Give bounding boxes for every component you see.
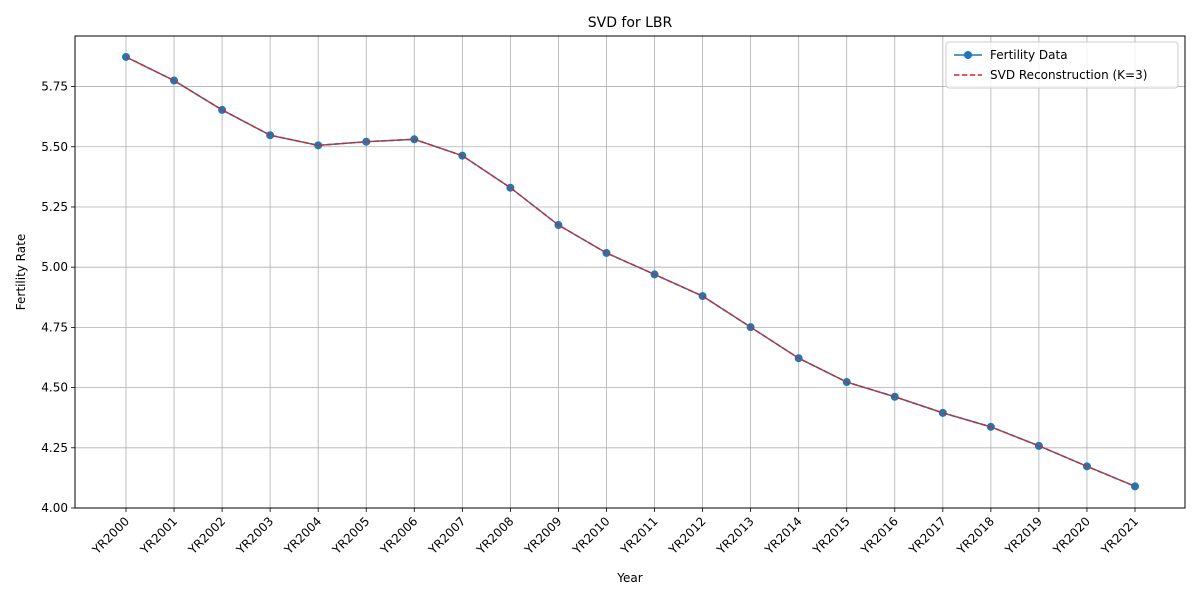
- data-point-fertility-data: [1034, 441, 1043, 450]
- legend-label-svd-reconstruction: SVD Reconstruction (K=3): [990, 68, 1147, 82]
- y-tick-label: 4.25: [41, 441, 68, 455]
- x-tick-label: YR2003: [233, 514, 276, 557]
- chart-title: SVD for LBR: [588, 15, 673, 31]
- x-tick-label: YR2016: [858, 514, 901, 557]
- y-tick-label: 5.00: [41, 260, 68, 274]
- y-tick-label: 4.00: [41, 501, 68, 515]
- x-tick-label: YR2020: [1050, 514, 1093, 557]
- y-axis-ticks: 4.00 4.25 4.50 4.75 5.00 5.25 5.50 5.75: [41, 80, 75, 515]
- legend-label-fertility-data: Fertility Data: [990, 48, 1068, 62]
- legend: Fertility Data SVD Reconstruction (K=3): [945, 41, 1179, 89]
- legend-marker-fertility-data: [964, 51, 972, 59]
- x-tick-label: YR2008: [473, 514, 516, 557]
- y-tick-label: 5.50: [41, 140, 68, 154]
- data-point-fertility-data: [170, 76, 179, 85]
- x-tick-label: YR2012: [665, 514, 708, 557]
- legend-box: [945, 41, 1179, 89]
- x-tick-label: YR2019: [1002, 514, 1045, 557]
- x-tick-label: YR2015: [810, 514, 853, 557]
- y-tick-label: 5.25: [41, 200, 68, 214]
- y-tick-label: 4.75: [41, 320, 68, 334]
- x-tick-label: YR2004: [281, 514, 324, 557]
- x-tick-label: YR2013: [713, 514, 756, 557]
- data-point-fertility-data: [698, 292, 707, 301]
- x-tick-label: YR2014: [761, 514, 804, 557]
- x-tick-label: YR2021: [1098, 514, 1141, 557]
- series-line-fertility-data: [125, 56, 1136, 488]
- data-point-fertility-data: [314, 141, 323, 150]
- x-tick-label: YR2001: [137, 514, 180, 557]
- x-tick-label: YR2002: [185, 514, 228, 557]
- x-tick-label: YR2005: [329, 514, 372, 557]
- series-line-svd-reconstruction: [125, 56, 1136, 488]
- x-axis-ticks: YR2000 YR2001 YR2002 YR2003 YR2004 YR2005 YR20…: [89, 508, 1141, 558]
- x-axis-label: Year: [616, 571, 642, 585]
- x-tick-label: YR2011: [617, 514, 660, 557]
- x-tick-label: YR2007: [425, 514, 468, 557]
- x-tick-label: YR2009: [521, 514, 564, 557]
- series-layer: [122, 52, 1139, 491]
- data-point-fertility-data: [266, 131, 275, 140]
- y-axis-label: Fertility Rate: [14, 234, 28, 310]
- x-tick-label: YR2010: [569, 514, 612, 557]
- y-tick-label: 5.75: [41, 80, 68, 94]
- data-point-fertility-data: [218, 105, 227, 114]
- plot-frame: [74, 35, 1186, 509]
- x-tick-label: YR2018: [954, 514, 997, 557]
- x-tick-label: YR2006: [377, 514, 420, 557]
- y-tick-label: 4.50: [41, 381, 68, 395]
- x-tick-label: YR2017: [906, 514, 949, 557]
- x-tick-label: YR2000: [89, 514, 132, 557]
